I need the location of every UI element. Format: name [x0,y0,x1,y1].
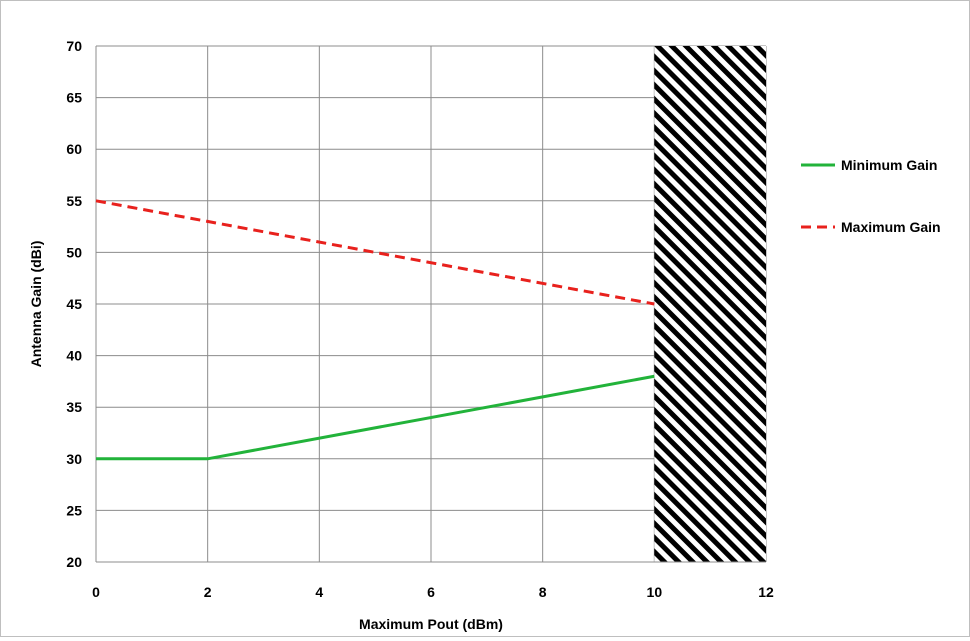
y-tick-label: 40 [66,348,82,364]
hatched-area [654,46,766,562]
x-tick-label: 0 [92,584,100,600]
axes [95,46,766,563]
x-axis-title: Maximum Pout (dBm) [359,616,503,632]
x-tick-label: 2 [204,584,212,600]
legend-label: Minimum Gain [841,157,937,173]
series-line-maximum-gain [95,199,655,306]
y-tick-label: 70 [66,38,82,54]
y-tick-label: 25 [66,502,82,518]
x-tick-label: 12 [758,584,774,600]
y-tick-label: 20 [66,554,82,570]
y-tick-label: 50 [66,244,82,260]
y-axis-title: Antenna Gain (dBi) [28,241,44,368]
y-tick-label: 45 [66,296,82,312]
legend-label: Maximum Gain [841,219,941,235]
legend: Minimum Gain Maximum Gain [801,157,941,235]
x-tick-label: 10 [647,584,663,600]
series-line-minimum-gain [96,374,655,461]
y-tick-label: 55 [66,193,82,209]
y-tick-label: 60 [66,141,82,157]
y-tick-label: 35 [66,399,82,415]
y-tick-label: 65 [66,90,82,106]
x-tick-label: 8 [539,584,547,600]
x-tick-label: 4 [315,584,323,600]
hatched-region [654,46,766,562]
series-lines [95,199,655,461]
x-tick-label: 6 [427,584,435,600]
y-tick-label: 30 [66,451,82,467]
tick-labels: 20 25 30 35 40 45 50 55 60 65 70 0 2 4 6 8 10 12 [66,38,774,600]
